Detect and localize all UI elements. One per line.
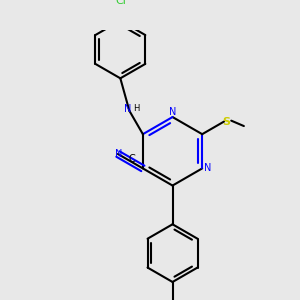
Text: N: N bbox=[115, 149, 122, 159]
Text: S: S bbox=[223, 117, 231, 127]
Text: H: H bbox=[134, 104, 140, 113]
Text: N: N bbox=[124, 104, 131, 114]
Text: C: C bbox=[129, 154, 136, 164]
Text: N: N bbox=[204, 164, 211, 173]
Text: Cl: Cl bbox=[115, 0, 126, 6]
Text: N: N bbox=[169, 106, 176, 117]
